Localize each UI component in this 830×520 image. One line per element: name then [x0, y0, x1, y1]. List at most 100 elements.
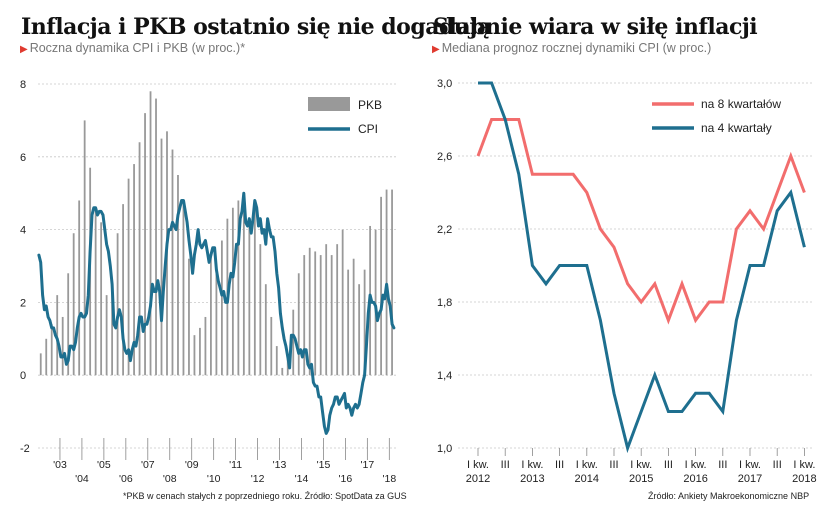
x-tick-label: I kw.: [467, 459, 489, 471]
pkb-bar: [248, 218, 251, 376]
pkb-bar: [303, 255, 306, 376]
pkb-bar: [231, 207, 234, 376]
x-tick-label: '17: [361, 459, 375, 471]
pkb-bar: [270, 316, 273, 376]
triangle-marker-icon: ▶: [432, 44, 440, 55]
pkb-bar: [385, 189, 388, 376]
x-tick-label: I kw.: [521, 459, 543, 471]
pkb-bar: [215, 266, 218, 376]
x-tick-label: I kw.: [685, 459, 707, 471]
right-footnote: Źródło: Ankiety Makroekonomiczne NBP: [648, 491, 810, 501]
pkb-bar: [72, 233, 75, 376]
pkb-bar: [100, 222, 103, 376]
pkb-bar: [127, 178, 130, 376]
x-tick-label: '05: [97, 459, 111, 471]
x-tick-label: '08: [163, 473, 177, 485]
pkb-bar: [105, 295, 108, 376]
x-tick-label: '15: [317, 459, 331, 471]
x-tick-year-label: 2017: [738, 473, 762, 485]
pkb-bar: [308, 247, 311, 376]
forecast-8q-line: [476, 118, 806, 325]
right-chart-subtitle: ▶ Mediana prognoz rocznej dynamiki CPI (w…: [432, 41, 711, 55]
pkb-bar: [242, 207, 245, 376]
x-tick-year-label: 2013: [520, 473, 544, 485]
pkb-bar: [341, 229, 344, 376]
left-chart-subtitle: ▶ Roczna dynamika CPI i PKB (w proc.)*: [20, 41, 245, 55]
x-tick-year-label: 2015: [629, 473, 653, 485]
pkb-bar: [363, 269, 366, 376]
pkb-bar: [78, 200, 81, 376]
legend-8q-label: na 8 kwartałów: [701, 97, 781, 111]
pkb-bar: [155, 98, 157, 376]
pkb-bar: [83, 120, 86, 376]
x-tick-year-label: 2018: [792, 473, 816, 485]
legend-pkb-swatch: [308, 97, 350, 111]
right-subtitle-text: Mediana prognoz rocznej dynamiki CPI (w …: [441, 41, 712, 55]
pkb-bar: [237, 200, 240, 376]
x-tick-year-label: 2016: [683, 473, 707, 485]
y-tick-label: 1,4: [437, 370, 452, 382]
x-tick-label: '09: [185, 459, 199, 471]
x-tick-label: '12: [251, 473, 265, 485]
pkb-bar: [347, 269, 350, 376]
pkb-bar: [253, 200, 256, 376]
pkb-bar: [160, 138, 163, 376]
x-tick-year-label: 2014: [575, 473, 599, 485]
pkb-bar: [220, 240, 223, 376]
pkb-bar: [171, 149, 174, 376]
x-tick-label: I kw.: [739, 459, 761, 471]
pkb-bar: [352, 258, 355, 376]
x-tick-label: '16: [339, 473, 353, 485]
x-tick-label: '14: [295, 473, 309, 485]
pkb-bar: [133, 164, 135, 376]
pkb-bar: [314, 251, 317, 376]
y-tick-label: 8: [20, 79, 26, 91]
x-tick-label: III: [773, 459, 782, 471]
pkb-bar: [391, 189, 393, 376]
y-tick-label: 2,2: [437, 224, 452, 236]
x-tick-label: '03: [53, 459, 67, 471]
x-tick-label: III: [501, 459, 510, 471]
x-tick-year-label: 2012: [466, 473, 490, 485]
pkb-bar: [336, 244, 339, 376]
pkb-bar: [116, 233, 119, 376]
pkb-bar: [281, 367, 284, 376]
pkb-bar: [122, 204, 124, 376]
pkb-bar: [330, 255, 333, 376]
pkb-bar: [111, 280, 114, 376]
pkb-bar: [374, 229, 377, 376]
pkb-bar: [193, 335, 196, 376]
x-tick-label: '13: [273, 459, 287, 471]
pkb-bar: [275, 346, 278, 376]
x-tick-label: III: [555, 459, 564, 471]
pkb-bar: [39, 353, 42, 376]
pkb-bar: [204, 316, 207, 376]
pkb-bar: [210, 255, 212, 376]
pkb-bar: [188, 258, 190, 376]
x-tick-label: I kw.: [576, 459, 598, 471]
pkb-bar: [50, 324, 53, 376]
pkb-bar: [358, 284, 361, 376]
x-tick-label: I kw.: [793, 459, 815, 471]
pkb-bar: [297, 273, 300, 376]
y-tick-label: 4: [20, 225, 26, 237]
pkb-bar: [292, 309, 295, 376]
y-tick-label: 3,0: [437, 78, 452, 90]
left-subtitle-text: Roczna dynamika CPI i PKB (w proc.)*: [29, 41, 246, 55]
y-tick-label: 0: [20, 370, 26, 382]
pkb-bar: [144, 113, 146, 376]
left-footnote: *PKB w cenach stałych z poprzedniego rok…: [123, 491, 407, 501]
x-tick-label: '04: [75, 473, 89, 485]
legend-4q-label: na 4 kwartały: [701, 121, 772, 135]
pkb-bar: [149, 91, 152, 376]
pkb-bar: [94, 207, 97, 376]
x-tick-label: '06: [119, 473, 133, 485]
legend-cpi-label: CPI: [358, 122, 378, 136]
forecast-4q-line: [478, 81, 806, 454]
pkb-bar: [182, 200, 185, 376]
y-tick-label: 6: [20, 152, 26, 164]
x-tick-label: III: [718, 459, 727, 471]
pkb-bar: [319, 255, 322, 376]
